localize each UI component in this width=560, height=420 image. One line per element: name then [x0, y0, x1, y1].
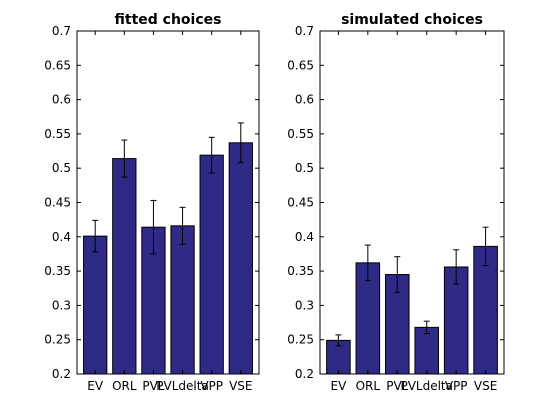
y-tick-label: 0.3 [52, 298, 71, 312]
y-tick-label: 0.25 [44, 333, 71, 347]
y-tick-label: 0.7 [52, 24, 71, 38]
y-tick-label: 0.6 [52, 93, 71, 107]
y-tick-label: 0.7 [295, 24, 314, 38]
y-tick-label: 0.5 [52, 161, 71, 175]
x-tick-label: VSE [474, 379, 497, 393]
y-tick-label: 0.4 [295, 230, 314, 244]
axes-frame [319, 30, 505, 375]
y-tick-label: 0.45 [44, 196, 71, 210]
error-bar-ev [335, 334, 342, 347]
y-tick-label: 0.35 [44, 264, 71, 278]
y-tick-label: 0.65 [44, 58, 71, 72]
x-tick-label: EV [87, 379, 104, 393]
error-bar-pvl [394, 256, 401, 293]
x-tick-label: VSE [229, 379, 252, 393]
bar-orl [112, 158, 137, 375]
bar-ev [83, 235, 108, 375]
x-tick-label: PVL [142, 379, 164, 393]
y-tick-label: 0.55 [44, 127, 71, 141]
x-tick-label: ORL [112, 379, 137, 393]
y-tick-label: 0.5 [295, 161, 314, 175]
y-tick-label: 0.2 [52, 367, 71, 381]
chart-title: fitted choices [115, 12, 222, 28]
error-bar-orl [364, 244, 371, 282]
bar-pvldelta [170, 225, 195, 375]
x-tick-label: PVLdelta [400, 379, 453, 393]
x-tick-label: VPP [445, 379, 468, 393]
axes-frame [76, 30, 260, 375]
y-tick-label: 0.4 [52, 230, 71, 244]
y-tick-label: 0.25 [287, 333, 314, 347]
y-tick-label: 0.35 [287, 264, 314, 278]
error-bar-pvldelta [179, 206, 186, 245]
y-tick-label: 0.65 [287, 58, 314, 72]
bar-vse [228, 142, 253, 375]
x-tick-label: VPP [200, 379, 223, 393]
y-tick-label: 0.2 [295, 367, 314, 381]
y-tick-label: 0.6 [295, 93, 314, 107]
error-bar-orl [121, 139, 128, 178]
error-bar-pvldelta [423, 320, 430, 335]
error-bar-vpp [208, 136, 215, 174]
y-tick-label: 0.45 [287, 196, 314, 210]
error-bar-pvl [150, 199, 157, 255]
error-bar-vpp [453, 249, 460, 285]
x-tick-label: ORL [356, 379, 381, 393]
error-bar-vse [482, 226, 489, 267]
x-tick-label: PVLdelta [156, 379, 209, 393]
bar-pvldelta [414, 326, 439, 375]
x-tick-label: PVL [386, 379, 408, 393]
y-tick-label: 0.3 [295, 298, 314, 312]
y-tick-label: 0.55 [287, 127, 314, 141]
bar-vpp [199, 154, 224, 375]
error-bar-ev [92, 219, 99, 253]
x-tick-label: EV [331, 379, 348, 393]
error-bar-vse [237, 122, 244, 164]
chart-title: simulated choices [341, 12, 483, 28]
